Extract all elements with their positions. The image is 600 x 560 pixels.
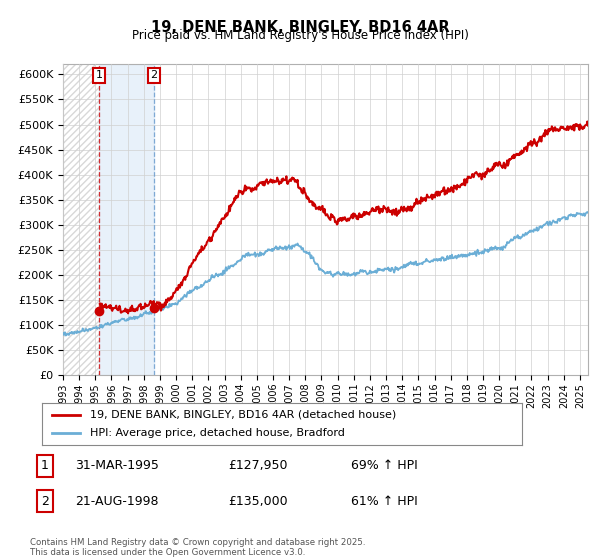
Text: 19, DENE BANK, BINGLEY, BD16 4AR (detached house): 19, DENE BANK, BINGLEY, BD16 4AR (detach… (90, 410, 396, 420)
Text: £135,000: £135,000 (228, 494, 287, 508)
Text: HPI: Average price, detached house, Bradford: HPI: Average price, detached house, Brad… (90, 428, 345, 438)
Text: Price paid vs. HM Land Registry's House Price Index (HPI): Price paid vs. HM Land Registry's House … (131, 29, 469, 42)
Text: 21-AUG-1998: 21-AUG-1998 (75, 494, 158, 508)
Text: 2: 2 (151, 71, 158, 81)
Text: Contains HM Land Registry data © Crown copyright and database right 2025.
This d: Contains HM Land Registry data © Crown c… (30, 538, 365, 557)
Text: 1: 1 (95, 71, 103, 81)
Text: £127,950: £127,950 (228, 459, 287, 473)
Text: 69% ↑ HPI: 69% ↑ HPI (351, 459, 418, 473)
Text: 1: 1 (41, 459, 49, 473)
Bar (63, 64, 99, 375)
Bar (99, 64, 154, 375)
Text: 2: 2 (41, 494, 49, 508)
Text: 19, DENE BANK, BINGLEY, BD16 4AR: 19, DENE BANK, BINGLEY, BD16 4AR (151, 20, 449, 35)
Text: 31-MAR-1995: 31-MAR-1995 (75, 459, 159, 473)
Text: 61% ↑ HPI: 61% ↑ HPI (351, 494, 418, 508)
